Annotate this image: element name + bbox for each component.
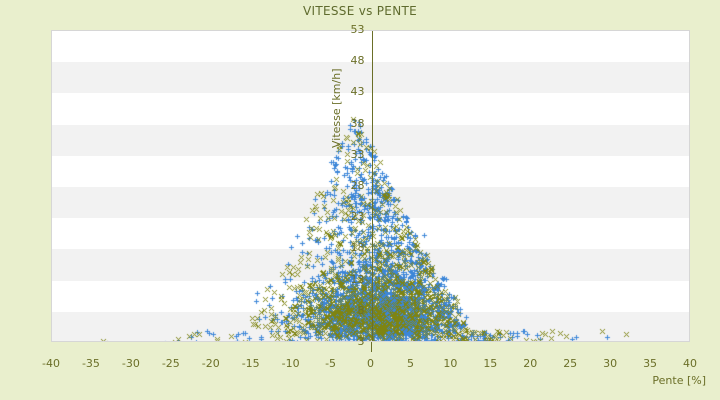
x-tick-label: 20 xyxy=(523,357,538,370)
x-tick-label: 25 xyxy=(563,357,578,370)
y-tick-label: 43 xyxy=(350,85,365,99)
x-tick-label: 10 xyxy=(443,357,458,370)
x-tick-label: 40 xyxy=(683,357,697,370)
y-tick-label: 18 xyxy=(350,241,365,255)
x-tick-label: -10 xyxy=(281,357,300,370)
y-tick-label: 8 xyxy=(357,303,365,317)
x-tick-label: 30 xyxy=(603,357,618,370)
y-axis-title: Vitesse [km/h] xyxy=(330,68,343,149)
x-tick-label: 35 xyxy=(643,357,658,370)
x-tick-label: -35 xyxy=(81,357,100,370)
x-tick-label: 15 xyxy=(483,357,498,370)
plot-area[interactable] xyxy=(51,30,690,342)
zero-axis-line xyxy=(371,31,373,341)
x-tick-label: -15 xyxy=(241,357,260,370)
x-tick-label: -40 xyxy=(42,357,60,370)
y-tick-label: 13 xyxy=(350,272,365,286)
x-tick-label: -5 xyxy=(325,357,337,370)
y-tick-label: 38 xyxy=(350,116,365,130)
x-tick-label: 0 xyxy=(367,357,374,370)
page-title: VITESSE vs PENTE xyxy=(303,4,417,18)
zero-axis-tick xyxy=(370,342,372,352)
y-tick-label: 48 xyxy=(350,54,365,68)
y-tick-label: 28 xyxy=(350,179,365,192)
x-tick-label: -25 xyxy=(161,357,180,370)
y-tick-label: 53 xyxy=(350,23,365,36)
x-tick-label: -20 xyxy=(201,357,220,370)
x-tick-label: -30 xyxy=(121,357,140,370)
y-tick-label: 3 xyxy=(357,335,365,348)
x-axis-title: Pente [%] xyxy=(652,374,706,387)
y-tick-label: 33 xyxy=(350,147,365,161)
y-tick-label: 23 xyxy=(350,210,365,224)
x-tick-label: 5 xyxy=(406,357,414,370)
scatter-points-canvas xyxy=(52,31,689,341)
